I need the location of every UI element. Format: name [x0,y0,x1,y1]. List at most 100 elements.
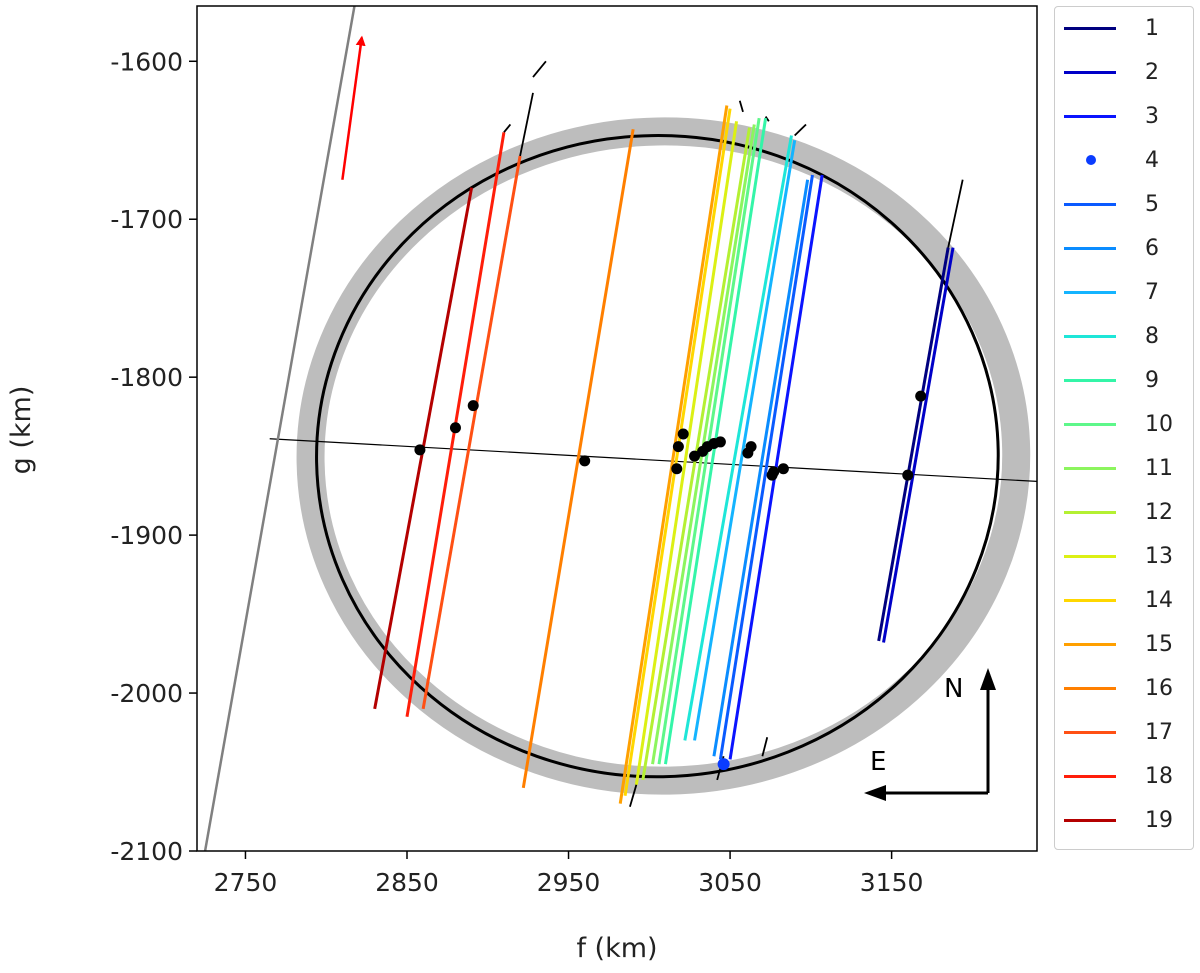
legend-label: 8 [1145,324,1159,349]
extension-line [629,784,638,808]
legend-label: 17 [1145,720,1173,745]
timing-point [768,466,780,478]
legend-label: 10 [1145,412,1173,437]
legend-label: 9 [1145,368,1159,393]
extension-line [764,116,770,122]
legend-item-8: 8 [1055,315,1193,359]
compass-north-label: N [944,674,963,704]
x-tick-label: 3050 [698,868,762,897]
timing-point [449,422,461,434]
x-axis-title: f (km) [576,933,657,964]
legend-swatch [1064,27,1116,30]
x-tick-label: 2850 [375,868,439,897]
legend-item-17: 17 [1055,711,1193,755]
legend-label: 16 [1145,676,1173,701]
legend-item-11: 11 [1055,447,1193,491]
extension-line [503,123,512,133]
legend-item-6: 6 [1055,227,1193,271]
timing-point [677,428,689,440]
legend-label: 15 [1145,632,1173,657]
timing-point [414,444,426,456]
legend-swatch [1064,291,1116,294]
legend-label: 18 [1145,764,1173,789]
timing-point [714,436,726,448]
legend-swatch [1064,423,1116,426]
legend-label: 5 [1145,192,1159,217]
series-4-point [717,758,730,771]
y-tick-label: -1700 [110,205,183,234]
series-7-chord [693,140,797,741]
timing-point [467,400,479,412]
legend-label: 7 [1145,280,1159,305]
legend-label: 19 [1145,808,1173,833]
legend-item-7: 7 [1055,271,1193,315]
plot-frame [196,5,1038,852]
legend-swatch [1064,203,1116,206]
legend-item-5: 5 [1055,183,1193,227]
motion-arrow [341,35,366,180]
legend-swatch [1064,731,1116,734]
compass-rose: N E [864,668,996,801]
extension-line [947,179,964,248]
legend-label: 3 [1145,104,1159,129]
legend-swatch [1064,819,1116,822]
legend-label: 14 [1145,588,1173,613]
y-axis-title: g (km) [6,386,37,475]
legend-swatch [1064,599,1116,602]
legend-label: 13 [1145,544,1173,569]
extension-line [532,60,547,78]
limb-line [203,6,356,851]
legend-item-16: 16 [1055,667,1193,711]
legend-item-13: 13 [1055,535,1193,579]
x-tick-label: 2750 [214,868,278,897]
series-13-chord [634,121,739,785]
legend-label: 4 [1145,148,1159,173]
legend-swatch [1064,379,1116,382]
legend-item-12: 12 [1055,491,1193,535]
x-tick-label: 2950 [537,868,601,897]
timing-point [689,450,701,462]
ellipse-uncertainty-band [296,117,1031,795]
series-14-chord [623,108,732,796]
y-tick-label: -1900 [110,521,183,550]
legend-label: 2 [1145,60,1159,85]
y-tick-label: -2000 [110,679,183,708]
timing-point [902,469,914,481]
extension-line [794,123,807,137]
compass-east-label: E [870,747,886,777]
series-2-chord [882,247,955,643]
extension-line [738,100,744,113]
legend-item-15: 15 [1055,623,1193,667]
legend-item-9: 9 [1055,359,1193,403]
legend-swatch [1064,775,1116,778]
timing-point [915,390,927,402]
legend-item-14: 14 [1055,579,1193,623]
legend-item-4: 4 [1055,139,1193,183]
series-15-chord [618,105,729,804]
timing-point [777,463,789,475]
legend-swatch [1086,155,1096,165]
legend-swatch [1064,643,1116,646]
legend-item-2: 2 [1055,51,1193,95]
legend-item-18: 18 [1055,755,1193,799]
legend-swatch [1064,555,1116,558]
legend-item-10: 10 [1055,403,1193,447]
timing-point [579,455,591,467]
timing-point [672,441,684,453]
timing-point [671,463,683,475]
extension-line [519,92,534,157]
fitted-ellipse [315,134,1000,779]
legend-item-3: 3 [1055,95,1193,139]
series-8-chord [683,135,793,741]
y-tick-label: -1800 [110,363,183,392]
legend-label: 12 [1145,500,1173,525]
legend-swatch [1064,115,1116,118]
series-6-chord [712,179,810,757]
legend-swatch [1064,247,1116,250]
series-5-chord [718,174,814,760]
legend-swatch [1064,335,1116,338]
x-tick-label: 3150 [860,868,924,897]
legend-item-19: 19 [1055,799,1193,843]
series-16-chord [521,128,635,789]
